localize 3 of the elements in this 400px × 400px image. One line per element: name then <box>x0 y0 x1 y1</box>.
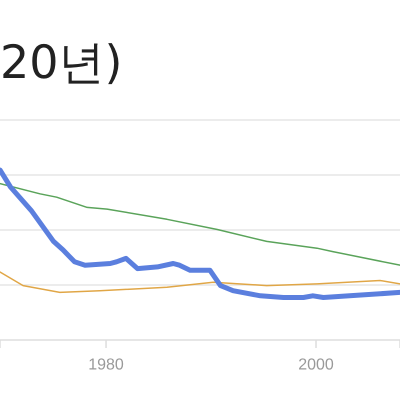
x-tick-label: 2000 <box>298 356 334 374</box>
chart-title: 20년) <box>0 35 122 89</box>
x-tick-label: 1980 <box>88 356 124 374</box>
